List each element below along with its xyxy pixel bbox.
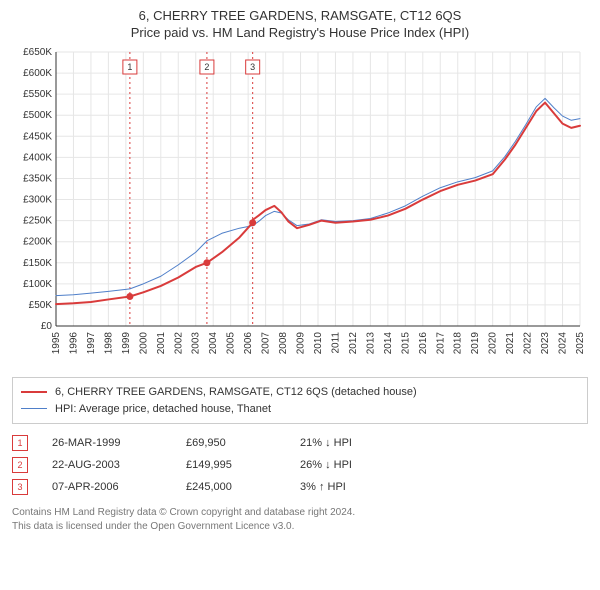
x-tick-label: 2020 <box>488 332 499 355</box>
chart-title-sub: Price paid vs. HM Land Registry's House … <box>12 25 588 40</box>
y-tick-label: £200K <box>23 237 52 248</box>
sale-marker-dot <box>203 259 210 266</box>
legend-swatch <box>21 391 47 393</box>
legend-box: 6, CHERRY TREE GARDENS, RAMSGATE, CT12 6… <box>12 377 588 424</box>
legend-row: 6, CHERRY TREE GARDENS, RAMSGATE, CT12 6… <box>21 384 579 401</box>
sale-diff: 26% ↓ HPI <box>300 459 400 471</box>
sale-date: 26-MAR-1999 <box>52 437 162 449</box>
sales-table: 1 26-MAR-1999 £69,950 21% ↓ HPI 2 22-AUG-2003… <box>12 432 588 498</box>
x-tick-label: 2011 <box>330 332 341 354</box>
y-tick-label: £150K <box>23 258 52 269</box>
sale-marker-badge-label: 1 <box>127 62 132 72</box>
sale-price: £69,950 <box>186 437 276 449</box>
x-tick-label: 2002 <box>173 332 184 355</box>
x-tick-label: 2006 <box>243 332 254 355</box>
x-tick-label: 1996 <box>68 332 79 355</box>
x-tick-label: 1998 <box>103 332 114 355</box>
x-tick-label: 2005 <box>226 332 237 355</box>
sale-marker-dot <box>126 293 133 300</box>
x-tick-label: 2008 <box>278 332 289 355</box>
y-tick-label: £650K <box>23 47 52 58</box>
x-tick-label: 2016 <box>418 332 429 355</box>
chart-area: £0 £50K £100K £150K £200K £250K £300K £350K £400… <box>12 46 588 371</box>
x-tick-label: 2025 <box>575 332 586 355</box>
footer-line-1: Contains HM Land Registry data © Crown c… <box>12 506 588 520</box>
sale-marker-badge-label: 3 <box>250 62 255 72</box>
sales-row: 1 26-MAR-1999 £69,950 21% ↓ HPI <box>12 432 588 454</box>
chart-title-main: 6, CHERRY TREE GARDENS, RAMSGATE, CT12 6… <box>12 8 588 23</box>
x-tick-label: 2017 <box>435 332 446 355</box>
legend-swatch <box>21 408 47 409</box>
footer: Contains HM Land Registry data © Crown c… <box>12 506 588 533</box>
sale-badge: 2 <box>12 457 28 473</box>
x-tick-label: 1999 <box>121 332 132 355</box>
x-tick-label: 2009 <box>296 332 307 355</box>
y-tick-label: £250K <box>23 216 52 227</box>
y-tick-label: £50K <box>29 300 53 311</box>
sale-badge: 3 <box>12 479 28 495</box>
chart-svg: £0 £50K £100K £150K £200K £250K £300K £350K £400… <box>12 46 588 366</box>
sale-date: 07-APR-2006 <box>52 481 162 493</box>
legend-label: HPI: Average price, detached house, Than… <box>55 401 271 418</box>
x-tick-label: 2012 <box>348 332 359 355</box>
x-tick-label: 2024 <box>558 332 569 355</box>
chart-titles: 6, CHERRY TREE GARDENS, RAMSGATE, CT12 6… <box>12 8 588 40</box>
sale-marker-badge-label: 2 <box>204 62 209 72</box>
y-tick-label: £400K <box>23 152 52 163</box>
x-tick-label: 1997 <box>86 332 97 355</box>
x-tick-label: 2022 <box>523 332 534 355</box>
x-tick-label: 2019 <box>470 332 481 355</box>
x-tick-label: 2013 <box>365 332 376 355</box>
legend-label: 6, CHERRY TREE GARDENS, RAMSGATE, CT12 6… <box>55 384 417 401</box>
x-tick-label: 2000 <box>138 332 149 355</box>
y-tick-label: £300K <box>23 195 52 206</box>
x-tick-label: 2021 <box>505 332 516 355</box>
y-tick-label: £600K <box>23 68 52 79</box>
sale-badge: 1 <box>12 435 28 451</box>
sales-row: 2 22-AUG-2003 £149,995 26% ↓ HPI <box>12 454 588 476</box>
legend-row: HPI: Average price, detached house, Than… <box>21 401 579 418</box>
y-tick-label: £350K <box>23 173 52 184</box>
sales-row: 3 07-APR-2006 £245,000 3% ↑ HPI <box>12 476 588 498</box>
sale-price: £245,000 <box>186 481 276 493</box>
x-tick-label: 2007 <box>261 332 272 355</box>
footer-line-2: This data is licensed under the Open Gov… <box>12 520 588 534</box>
x-tick-label: 2003 <box>191 332 202 355</box>
y-tick-label: £100K <box>23 279 52 290</box>
x-tick-label: 2023 <box>540 332 551 355</box>
sale-diff: 21% ↓ HPI <box>300 437 400 449</box>
sale-date: 22-AUG-2003 <box>52 459 162 471</box>
x-tick-label: 2014 <box>383 332 394 355</box>
y-tick-label: £500K <box>23 110 52 121</box>
y-tick-label: £0 <box>41 321 53 332</box>
x-tick-label: 2010 <box>313 332 324 355</box>
page: 6, CHERRY TREE GARDENS, RAMSGATE, CT12 6… <box>0 0 600 590</box>
y-tick-label: £550K <box>23 89 52 100</box>
x-tick-label: 2001 <box>156 332 167 355</box>
x-tick-label: 2015 <box>400 332 411 355</box>
y-tick-label: £450K <box>23 131 52 142</box>
sale-price: £149,995 <box>186 459 276 471</box>
sale-marker-dot <box>249 219 256 226</box>
sale-diff: 3% ↑ HPI <box>300 481 400 493</box>
x-tick-label: 2018 <box>453 332 464 355</box>
x-tick-label: 1995 <box>51 332 62 355</box>
x-tick-label: 2004 <box>208 332 219 355</box>
